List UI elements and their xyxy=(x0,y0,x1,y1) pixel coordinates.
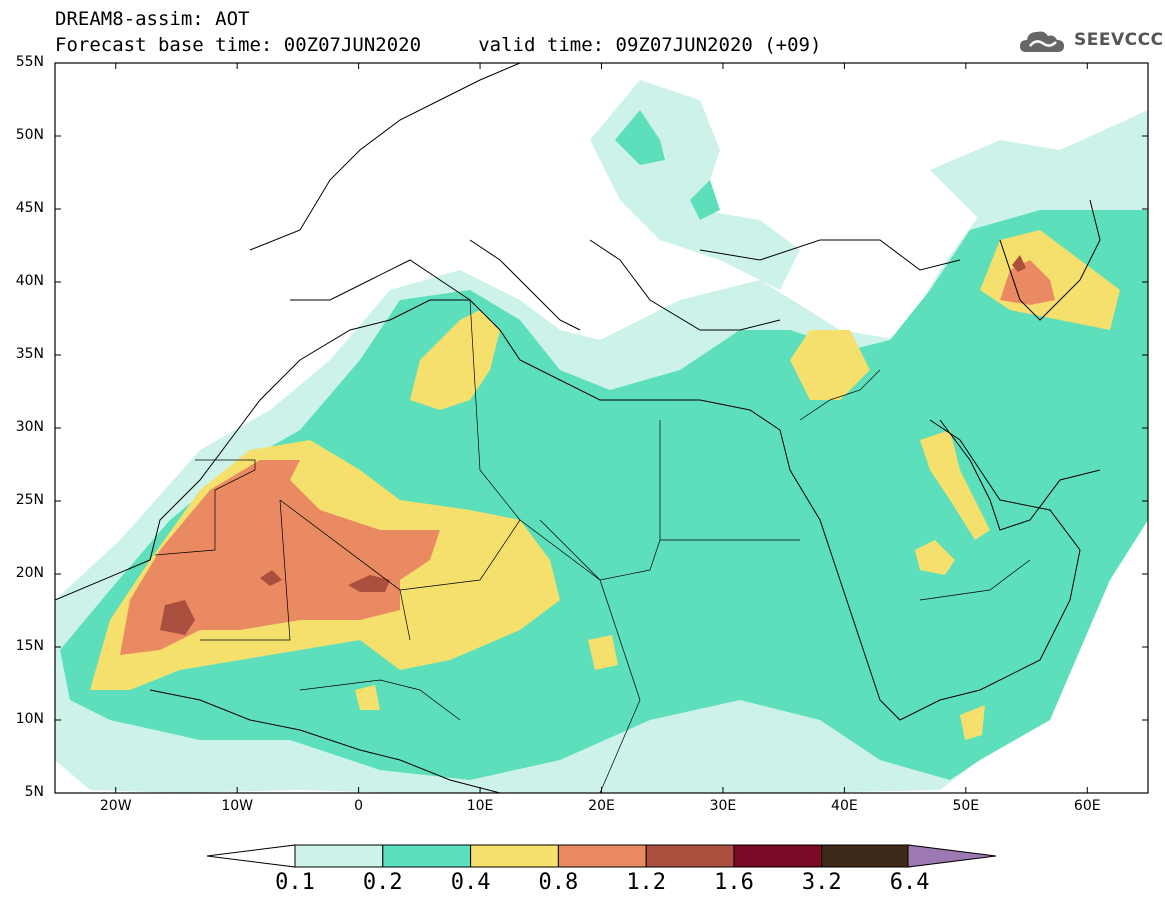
colorbar xyxy=(206,844,997,868)
lat-label-40n: 40N xyxy=(15,273,44,289)
lat-label-15n: 15N xyxy=(15,638,44,654)
lon-label-20w: 20W xyxy=(99,798,132,814)
lon-label-20e: 20E xyxy=(588,798,615,814)
map-title: DREAM8-assim: AOT xyxy=(55,8,250,30)
lon-label-40e: 40E xyxy=(831,798,858,814)
forecast-time-line: Forecast base time: 00Z07JUN2020 valid t… xyxy=(55,34,822,56)
aot-field xyxy=(55,80,1148,793)
colorbar-label-6-4: 6.4 xyxy=(889,870,930,895)
colorbar-label-0-2: 0.2 xyxy=(362,870,403,895)
colorbar-swatch-2 xyxy=(470,844,559,868)
colorbar-label-0-8: 0.8 xyxy=(538,870,579,895)
coastlines xyxy=(55,63,1101,793)
colorbar-swatch-3 xyxy=(557,844,647,868)
logo-text: SEEVCCC xyxy=(1074,30,1164,50)
lat-label-55n: 55N xyxy=(15,54,44,70)
lat-label-10n: 10N xyxy=(15,711,44,727)
colorbar-label-3-2: 3.2 xyxy=(801,870,842,895)
cloud-icon xyxy=(1020,31,1064,52)
lon-label-60e: 60E xyxy=(1073,798,1101,814)
lon-label-0: 0 xyxy=(354,798,364,814)
axis-ticks xyxy=(55,62,1148,794)
colorbar-swatch-4 xyxy=(645,844,735,868)
lat-label-35n: 35N xyxy=(15,346,44,362)
lat-label-50n: 50N xyxy=(15,127,44,143)
lat-label-25n: 25N xyxy=(15,492,44,508)
colorbar-label-0-4: 0.4 xyxy=(450,870,491,895)
seevccc-logo: SEEVCCC xyxy=(1018,24,1163,58)
lon-label-10e: 10E xyxy=(466,798,494,814)
lat-label-45n: 45N xyxy=(15,200,44,216)
colorbar-swatch-0 xyxy=(294,844,384,868)
colorbar-swatch-5 xyxy=(733,844,823,868)
colorbar-swatch-1 xyxy=(382,844,472,868)
colorbar-over-arrow xyxy=(907,844,997,868)
country-borders xyxy=(154,299,1031,793)
colorbar-label-1-6: 1.6 xyxy=(714,870,754,895)
colorbar-swatch-6 xyxy=(821,844,911,868)
lat-label-20n: 20N xyxy=(15,565,44,581)
lon-label-30e: 30E xyxy=(709,798,737,814)
colorbar-label-1-2: 1.2 xyxy=(626,870,667,895)
lat-label-30n: 30N xyxy=(15,419,44,435)
colorbar-label-0-1: 0.1 xyxy=(275,870,315,895)
lon-label-10w: 10W xyxy=(221,798,253,814)
colorbar-under-arrow xyxy=(206,844,296,868)
lon-label-50e: 50E xyxy=(952,798,980,814)
lat-label-5n: 5N xyxy=(24,784,44,800)
